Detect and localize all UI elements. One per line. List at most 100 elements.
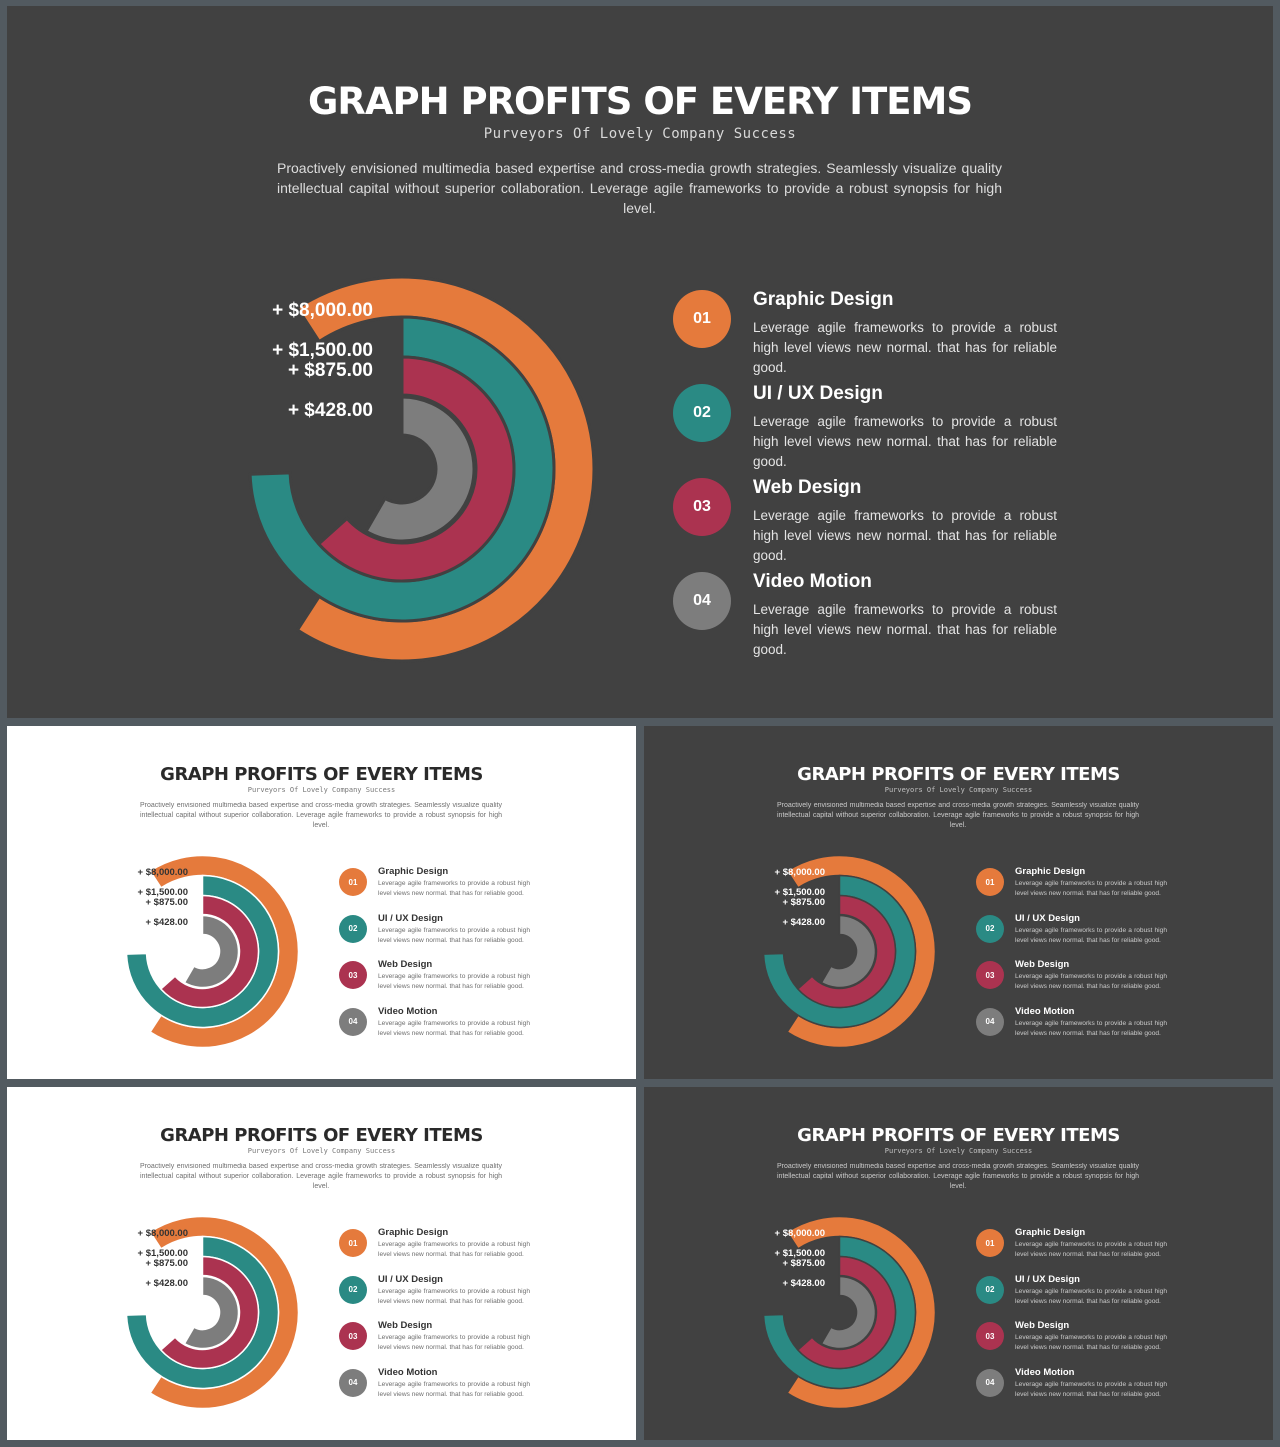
item-description: Leverage agile frameworks to provide a r… (1015, 1287, 1167, 1305)
legend-item: 02 UI / UX Design Leverage agile framework… (339, 913, 539, 960)
radial-chart: + $8,000.00 + $1,500.00+ $875.00 + $428.00 (125, 1215, 300, 1410)
slide-description: Proactively envisioned multimedia based … (140, 802, 502, 829)
item-description: Leverage agile frameworks to provide a r… (1015, 1334, 1167, 1351)
number-badge: 04 (976, 1007, 1004, 1036)
value-label-2: + $1,500.00 (775, 1248, 825, 1259)
item-title: Graphic Design (378, 866, 449, 877)
legend-item: 04 Video Motion Leverage agile framework… (673, 568, 1073, 662)
number-badge: 03 (339, 1322, 367, 1350)
radial-chart: + $8,000.00 + $1,500.00+ $875.00 + $428.00 (248, 275, 596, 663)
value-label-4: + $428.00 (145, 1278, 188, 1289)
legend-item: 01 Graphic Design Leverage agile framework… (976, 1227, 1176, 1274)
legend: 01 Graphic Design Leverage agile framewo… (673, 286, 1073, 662)
value-label-4: + $428.00 (782, 917, 825, 928)
item-title: Video Motion (378, 1366, 438, 1378)
value-label-1: + $8,000.00 (775, 867, 825, 878)
value-label-3: + $875.00 (288, 360, 373, 381)
slide-thumb-dark-1: GRAPH PROFITS OF EVERY ITEMS Purveyors O… (644, 726, 1273, 1079)
item-description: Leverage agile frameworks to provide a r… (753, 414, 1057, 469)
item-description: Leverage agile frameworks to provide a r… (378, 973, 530, 990)
item-title: Graphic Design (1015, 1227, 1086, 1238)
number-badge: 01 (339, 1229, 367, 1257)
radial-bar-4 (363, 395, 476, 543)
legend-item: 01 Graphic Design Leverage agile framewo… (673, 286, 1073, 380)
value-label-4: + $428.00 (145, 917, 188, 928)
number-badge: 03 (339, 961, 367, 989)
radial-chart: + $8,000.00 + $1,500.00+ $875.00 + $428.00 (125, 854, 300, 1049)
radial-bar-3 (316, 355, 516, 583)
legend-item: 01 Graphic Design Leverage agile framework… (339, 1227, 539, 1274)
legend-item: 03 Web Design Leverage agile frameworks to… (339, 959, 539, 1006)
item-title: Graphic Design (753, 289, 894, 310)
value-label-3: + $875.00 (782, 1258, 825, 1269)
item-title: UI / UX Design (1015, 1273, 1080, 1285)
number-badge: 01 (339, 868, 367, 896)
item-title: Web Design (753, 477, 862, 498)
legend-item: 03 Web Design Leverage agile frameworks to… (976, 1320, 1176, 1367)
item-description: Leverage agile frameworks to provide a r… (378, 1241, 530, 1258)
slide-subtitle: Purveyors Of Lovely Company Success (483, 126, 797, 142)
radial-chart: + $8,000.00 + $1,500.00+ $875.00 + $428.00 (762, 1215, 937, 1410)
value-label-1: + $8,000.00 (138, 867, 188, 878)
legend-item: 01 Graphic Design Leverage agile framework… (339, 866, 539, 913)
legend: 01 Graphic Design Leverage agile framework… (976, 866, 1176, 1052)
item-description: Leverage agile frameworks to provide a r… (378, 1287, 530, 1305)
item-description: Leverage agile frameworks to provide a r… (753, 602, 1057, 657)
value-label-1: + $8,000.00 (775, 1228, 825, 1239)
item-description: Leverage agile frameworks to provide a r… (1015, 1241, 1167, 1258)
slide-subtitle: Purveyors Of Lovely Company Success (884, 786, 1033, 794)
number-badge: 04 (976, 1368, 1004, 1397)
slide-title: GRAPH PROFITS OF EVERY ITEMS (797, 1125, 1120, 1146)
radial-bar-4 (820, 914, 877, 989)
number-badge: 04 (673, 572, 731, 630)
number-badge: 01 (976, 1229, 1004, 1257)
value-label-2: + $1,500.00 (138, 1248, 188, 1259)
radial-chart: + $8,000.00 + $1,500.00+ $875.00 + $428.00 (762, 854, 937, 1049)
number-badge: 01 (673, 290, 731, 348)
legend-item: 02 UI / UX Design Leverage agile framework… (976, 1274, 1176, 1321)
item-description: Leverage agile frameworks to provide a r… (1015, 1380, 1167, 1398)
item-title: Graphic Design (1015, 866, 1086, 877)
slide-subtitle: Purveyors Of Lovely Company Success (247, 786, 396, 794)
legend-item: 04 Video Motion Leverage agile frameworks … (339, 1006, 539, 1053)
item-title: UI / UX Design (1015, 912, 1080, 924)
value-label-2: + $1,500.00 (272, 340, 373, 361)
legend-item: 01 Graphic Design Leverage agile framework… (976, 866, 1176, 913)
legend: 01 Graphic Design Leverage agile framework… (976, 1227, 1176, 1413)
slide-title: GRAPH PROFITS OF EVERY ITEMS (797, 764, 1120, 785)
item-title: UI / UX Design (378, 1273, 443, 1285)
slide-title: GRAPH PROFITS OF EVERY ITEMS (160, 1125, 483, 1146)
legend-item: 02 UI / UX Design Leverage agile framework… (976, 913, 1176, 960)
legend-item: 04 Video Motion Leverage agile frameworks … (339, 1367, 539, 1414)
item-title: Video Motion (378, 1005, 438, 1017)
value-label-2: + $1,500.00 (775, 887, 825, 898)
item-description: Leverage agile frameworks to provide a r… (1015, 1019, 1167, 1037)
legend-item: 02 UI / UX Design Leverage agile framewo… (673, 380, 1073, 474)
number-badge: 04 (339, 1007, 367, 1036)
value-label-1: + $8,000.00 (272, 300, 373, 321)
legend-item: 03 Web Design Leverage agile frameworks … (673, 474, 1073, 568)
item-title: UI / UX Design (378, 912, 443, 924)
radial-bar-3 (159, 1255, 260, 1370)
slide-thumb-light-1: GRAPH PROFITS OF EVERY ITEMS Purveyors O… (7, 726, 636, 1079)
number-badge: 03 (976, 961, 1004, 989)
value-label-1: + $8,000.00 (138, 1228, 188, 1239)
slide-description: Proactively envisioned multimedia based … (777, 802, 1139, 829)
item-title: Video Motion (753, 571, 872, 592)
value-label-2: + $1,500.00 (138, 887, 188, 898)
item-title: Graphic Design (378, 1227, 449, 1238)
slide-description: Proactively envisioned multimedia based … (777, 1163, 1139, 1190)
legend: 01 Graphic Design Leverage agile framework… (339, 1227, 539, 1413)
slide-description: Proactively envisioned multimedia based … (140, 1163, 502, 1190)
legend-item: 03 Web Design Leverage agile frameworks to… (339, 1320, 539, 1367)
slide-description: Proactively envisioned multimedia based … (277, 160, 1002, 216)
item-title: Video Motion (1015, 1366, 1075, 1378)
radial-bar-3 (796, 1255, 897, 1370)
item-title: Web Design (1015, 959, 1070, 970)
legend-item: 04 Video Motion Leverage agile frameworks … (976, 1367, 1176, 1414)
number-badge: 03 (976, 1322, 1004, 1350)
slide-subtitle: Purveyors Of Lovely Company Success (247, 1147, 396, 1155)
item-description: Leverage agile frameworks to provide a r… (378, 880, 530, 897)
slide-main-dark: GRAPH PROFITS OF EVERY ITEMS Purveyors O… (7, 6, 1273, 718)
item-description: Leverage agile frameworks to provide a r… (1015, 926, 1167, 944)
